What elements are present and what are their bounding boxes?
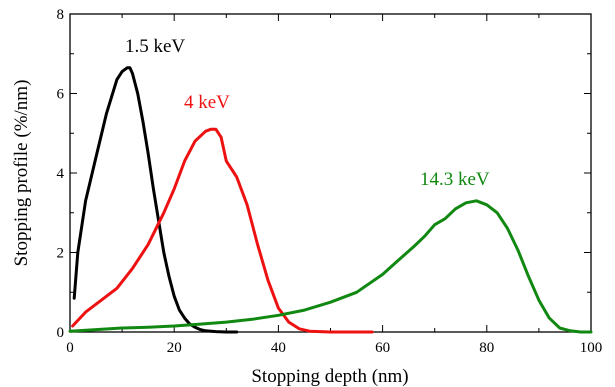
x-tick-label: 80 (479, 340, 494, 356)
series-label-14-3-kev: 14.3 keV (420, 169, 490, 190)
y-tick-label: 6 (57, 87, 65, 103)
y-tick-label: 0 (57, 325, 65, 341)
series-lines (68, 66, 593, 334)
series-label-4-kev: 4 keV (184, 92, 230, 113)
axis-ticks (69, 13, 592, 333)
x-tick-label: 40 (271, 340, 286, 356)
x-axis-label: Stopping depth (nm) (251, 366, 408, 387)
x-tick-label: 0 (66, 340, 74, 356)
y-tick-label: 8 (57, 7, 65, 23)
plot-frame (69, 13, 592, 333)
series-line-2 (71, 127, 374, 334)
series-label-1-5-kev: 1.5 keV (125, 36, 185, 57)
series-line-3 (68, 199, 593, 334)
x-tick-label: 20 (167, 340, 182, 356)
y-axis-label: Stopping profile (%/nm) (11, 80, 32, 267)
y-tick-label: 2 (57, 246, 65, 262)
axis-tick-labels: 0 20 40 60 80 100 0 2 4 6 8 (57, 7, 603, 356)
y-tick-label: 4 (57, 166, 65, 182)
x-tick-label: 100 (580, 340, 603, 356)
series-line-1 (72, 66, 239, 334)
x-tick-label: 60 (375, 340, 390, 356)
